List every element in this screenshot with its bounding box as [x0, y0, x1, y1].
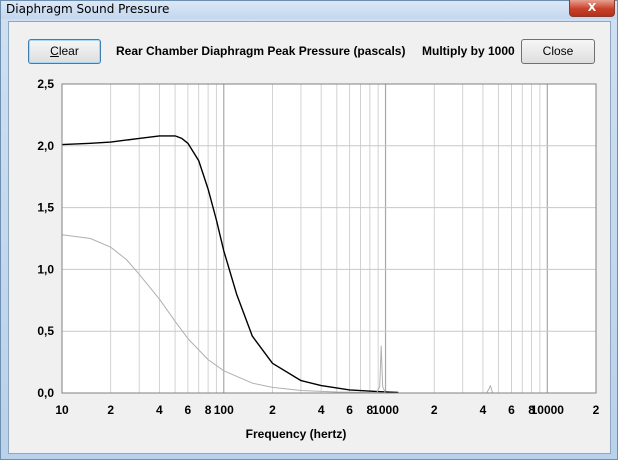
x-tick-label: 6 [185, 403, 192, 417]
clear-button[interactable]: Clear [28, 39, 101, 64]
vertical-gridlines [110, 84, 548, 393]
x-tick-label: 100 [214, 403, 234, 417]
x-tick-label: 2 [107, 403, 114, 417]
x-tick-label: 4 [156, 403, 163, 417]
plot-frame [61, 83, 597, 394]
y-tick-label: 1,0 [37, 262, 54, 276]
plot-area [62, 84, 596, 393]
x-tick-label: 2 [431, 403, 438, 417]
series-line-1 [61, 135, 399, 394]
x-tick-label: 8 [367, 403, 374, 417]
y-tick-label: 1,5 [37, 201, 54, 215]
x-tick-label: 8 [205, 403, 212, 417]
y-tick-label: 0,0 [37, 386, 54, 400]
y-tick-label: 2,0 [37, 139, 54, 153]
clear-button-label: lear [58, 44, 79, 58]
x-tick-label: 4 [318, 403, 325, 417]
x-tick-label: 8 [528, 403, 535, 417]
horizontal-gridlines [62, 145, 596, 332]
y-tick-label: 0,5 [37, 324, 54, 338]
clear-button-mnemonic: C [50, 44, 59, 58]
x-tick-label: 10 [55, 403, 69, 417]
x-tick-label: 2 [269, 403, 276, 417]
dialog-client-area: Clear Rear Chamber Diaphragm Peak Pressu… [8, 21, 611, 454]
window-title: Diaphragm Sound Pressure [6, 2, 170, 16]
x-tick-label: 1000 [372, 403, 399, 417]
title-bar[interactable]: Diaphragm Sound Pressure X [1, 0, 617, 19]
series-layer [61, 135, 494, 394]
x-tick-label: 10000 [531, 403, 565, 417]
x-tick-label: 6 [508, 403, 515, 417]
chart-header-label: Rear Chamber Diaphragm Peak Pressure (pa… [116, 44, 406, 58]
y-tick-label: 2,5 [37, 77, 54, 91]
multiplier-label: Multiply by 1000 [422, 44, 515, 58]
y-axis-tick-labels: 0,0 0,5 1,0 1,5 2,0 2,5 [37, 77, 54, 400]
x-tick-label: 2 [593, 403, 600, 417]
close-button[interactable]: Close [521, 39, 595, 64]
series-line-4 [485, 385, 494, 394]
window-close-icon[interactable]: X [569, 0, 615, 17]
x-tick-label: 4 [480, 403, 487, 417]
series-line-3 [376, 345, 386, 394]
x-tick-label: 6 [346, 403, 353, 417]
series-line-2 [61, 234, 386, 394]
x-axis-title: Frequency (hertz) [246, 427, 347, 441]
